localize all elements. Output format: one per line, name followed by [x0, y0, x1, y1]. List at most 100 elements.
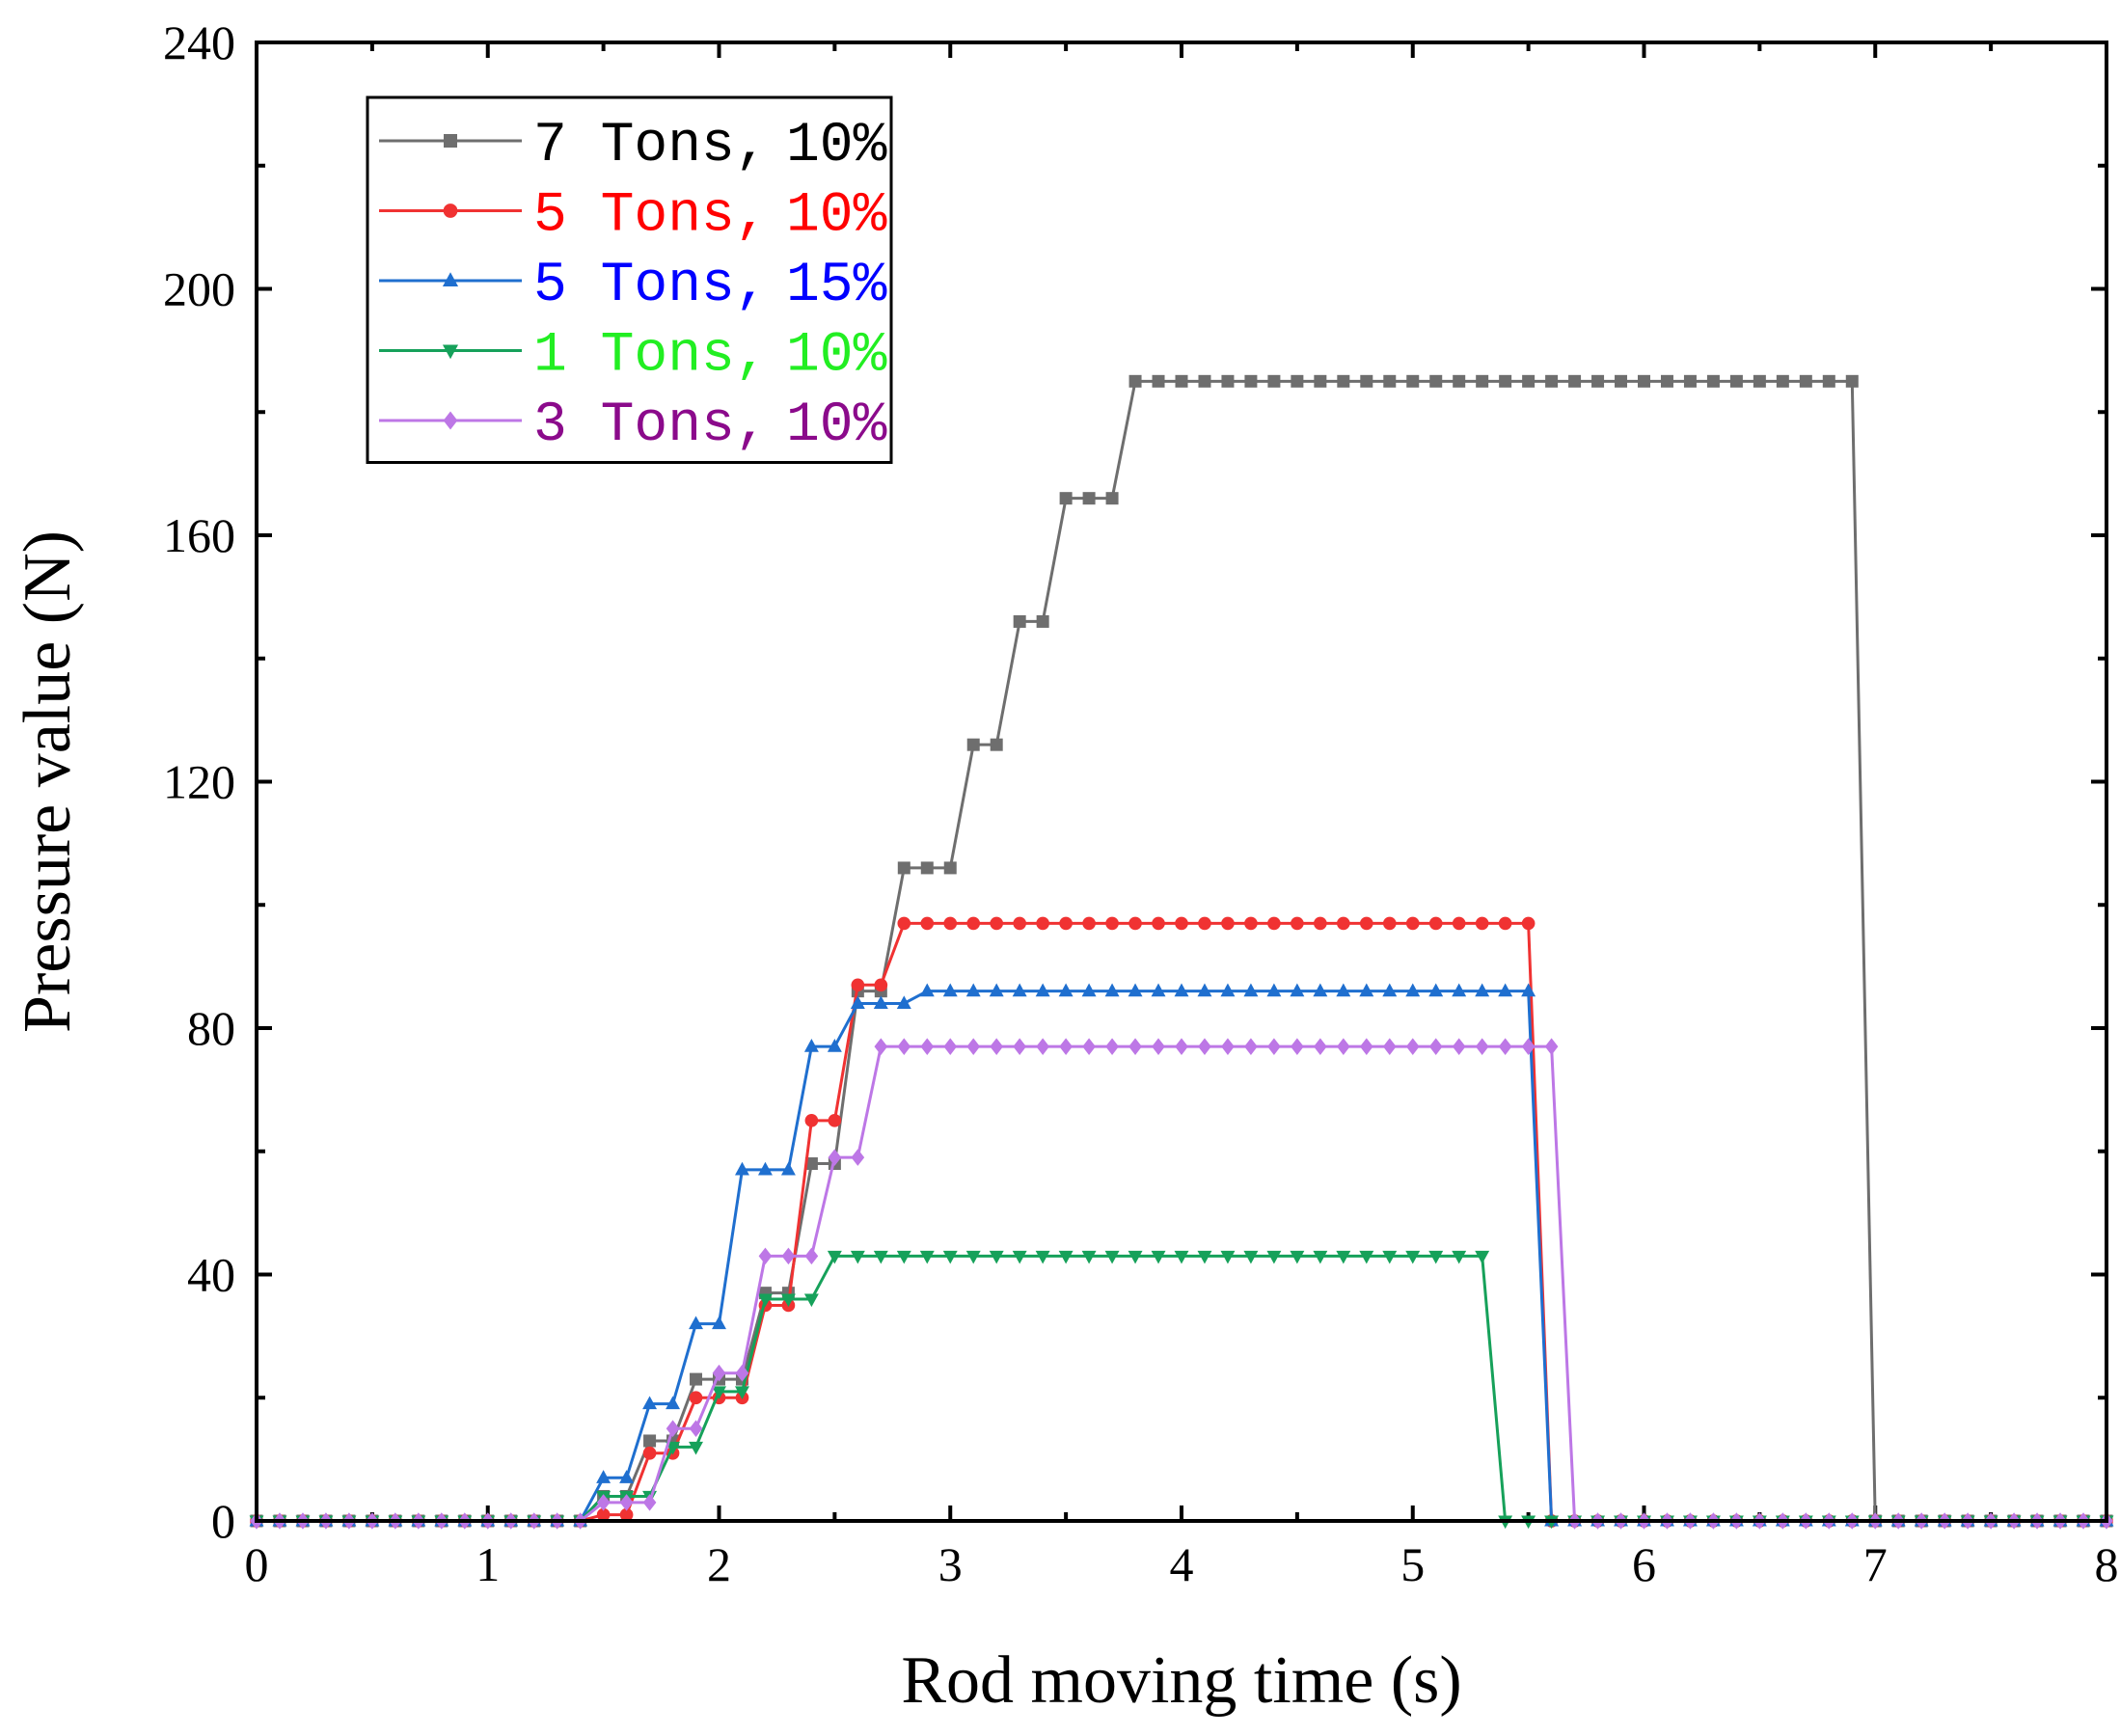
data-point: [690, 1372, 703, 1386]
data-point: [1428, 916, 1443, 931]
data-point: [989, 983, 1004, 997]
data-point: [1128, 983, 1143, 997]
data-point: [943, 1038, 958, 1055]
data-point: [1776, 374, 1789, 388]
legend-label: 5 Tons, 10%: [533, 185, 887, 248]
data-point: [1476, 374, 1489, 388]
data-point: [1128, 374, 1142, 388]
data-point: [873, 995, 888, 1009]
data-point: [1382, 916, 1397, 931]
data-point: [920, 1038, 935, 1055]
data-point: [874, 1038, 888, 1055]
data-point: [1452, 983, 1467, 997]
data-point: [1499, 374, 1512, 388]
data-point: [1244, 374, 1258, 388]
y-tick-label: 80: [187, 1001, 235, 1055]
data-point: [1405, 983, 1421, 997]
data-point: [1151, 1250, 1166, 1264]
data-point: [1475, 1250, 1490, 1264]
data-point: [1128, 1250, 1143, 1264]
data-point: [965, 983, 981, 997]
data-point: [1615, 374, 1628, 388]
data-point: [920, 916, 935, 931]
data-point: [596, 1470, 612, 1483]
data-point: [1128, 916, 1142, 931]
legend-item: 3 Tons, 10%: [379, 394, 887, 457]
data-point: [1638, 374, 1650, 388]
data-point: [804, 1247, 819, 1265]
data-point: [712, 1364, 726, 1382]
data-point: [1291, 1038, 1304, 1055]
data-point: [1406, 374, 1420, 388]
data-point: [1058, 983, 1074, 997]
data-point: [1174, 1250, 1189, 1264]
data-point: [1151, 983, 1166, 997]
data-point: [689, 1441, 703, 1455]
data-point: [596, 1507, 611, 1522]
data-point: [966, 916, 981, 931]
data-point: [803, 1039, 819, 1052]
data-point: [1152, 1038, 1165, 1055]
data-point: [1266, 983, 1282, 997]
legend-label: 3 Tons, 10%: [533, 394, 887, 457]
data-point: [666, 1396, 681, 1410]
y-tick-label: 240: [163, 15, 235, 69]
data-point: [989, 1250, 1004, 1264]
data-point: [1036, 1038, 1049, 1055]
data-point: [1105, 1038, 1119, 1055]
data-point: [1243, 983, 1259, 997]
data-point: [873, 1250, 888, 1264]
data-point: [1475, 1038, 1489, 1055]
data-point: [666, 1441, 681, 1455]
data-point: [919, 983, 935, 997]
legend-item: 1 Tons, 10%: [379, 325, 887, 388]
data-point: [1337, 916, 1350, 931]
series-line: [257, 379, 2106, 1523]
data-point: [1822, 374, 1835, 388]
data-point: [920, 861, 934, 875]
data-point: [1498, 983, 1513, 997]
data-point: [1475, 916, 1489, 931]
data-point: [1498, 1038, 1512, 1055]
data-point: [966, 738, 980, 751]
data-point: [1313, 983, 1328, 997]
data-point: [897, 861, 911, 875]
data-point: [1729, 374, 1743, 388]
data-point: [1013, 916, 1027, 931]
x-tick-label: 3: [938, 1537, 963, 1591]
data-point: [1521, 1038, 1536, 1055]
y-tick-label: 120: [163, 755, 235, 809]
legend-label: 7 Tons, 10%: [533, 115, 887, 177]
data-point: [689, 1391, 703, 1405]
data-point: [758, 1247, 773, 1265]
data-point: [1013, 614, 1026, 628]
data-point: [1544, 1038, 1559, 1055]
data-point: [1267, 1038, 1281, 1055]
data-point: [1058, 1250, 1074, 1264]
x-tick-label: 4: [1170, 1537, 1194, 1591]
data-point: [666, 1420, 680, 1437]
data-point: [757, 1161, 773, 1176]
data-point: [1452, 1038, 1466, 1055]
data-point: [1220, 983, 1236, 997]
data-point: [1198, 374, 1211, 388]
data-point: [1198, 916, 1211, 931]
data-point: [1012, 1250, 1027, 1264]
data-point: [780, 1161, 796, 1176]
data-point: [990, 738, 1003, 751]
data-point: [850, 995, 865, 1009]
x-tick-label: 5: [1400, 1537, 1425, 1591]
y-tick-label: 40: [187, 1248, 235, 1302]
data-point: [619, 1470, 635, 1483]
data-point: [1221, 1038, 1235, 1055]
series-line: [257, 1254, 2106, 1523]
data-point: [735, 1161, 749, 1176]
data-point: [990, 1038, 1004, 1055]
data-point: [1290, 983, 1305, 997]
data-point: [1036, 614, 1049, 628]
data-point: [735, 1364, 749, 1382]
data-point: [1521, 916, 1536, 931]
data-point: [990, 916, 1004, 931]
data-point: [1382, 1038, 1397, 1055]
